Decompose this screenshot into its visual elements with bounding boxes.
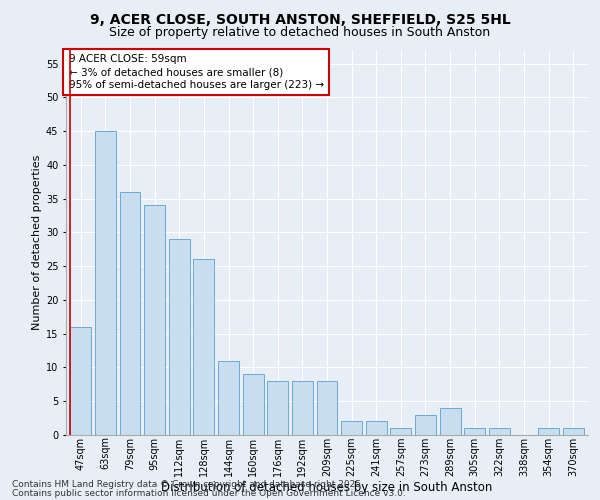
Bar (292, 381, 313, 435)
Bar (341, 422, 362, 435)
X-axis label: Distribution of detached houses by size in South Anston: Distribution of detached houses by size … (161, 482, 493, 494)
Bar (489, 428, 510, 435)
Bar (391, 428, 412, 435)
Bar (193, 260, 214, 435)
Text: 9 ACER CLOSE: 59sqm
← 3% of detached houses are smaller (8)
95% of semi-detached: 9 ACER CLOSE: 59sqm ← 3% of detached hou… (68, 54, 324, 90)
Bar (218, 360, 239, 435)
Bar (267, 381, 288, 435)
Bar (440, 408, 461, 435)
Bar (95, 131, 116, 435)
Bar (144, 206, 165, 435)
Bar (119, 192, 140, 435)
Bar (169, 239, 190, 435)
Bar (70, 327, 91, 435)
Bar (563, 428, 584, 435)
Text: Contains public sector information licensed under the Open Government Licence v3: Contains public sector information licen… (12, 488, 406, 498)
Bar (538, 428, 559, 435)
Text: 9, ACER CLOSE, SOUTH ANSTON, SHEFFIELD, S25 5HL: 9, ACER CLOSE, SOUTH ANSTON, SHEFFIELD, … (89, 12, 511, 26)
Bar (242, 374, 263, 435)
Bar (317, 381, 337, 435)
Text: Contains HM Land Registry data © Crown copyright and database right 2025.: Contains HM Land Registry data © Crown c… (12, 480, 364, 489)
Bar (366, 422, 387, 435)
Bar (415, 414, 436, 435)
Bar (464, 428, 485, 435)
Y-axis label: Number of detached properties: Number of detached properties (32, 155, 41, 330)
Text: Size of property relative to detached houses in South Anston: Size of property relative to detached ho… (109, 26, 491, 39)
